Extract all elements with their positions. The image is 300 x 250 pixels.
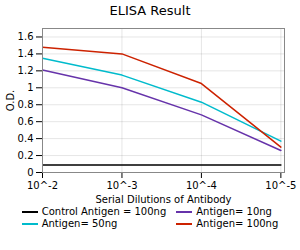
svg-text:0.8: 0.8 (18, 99, 34, 110)
svg-text:0.4: 0.4 (18, 133, 34, 144)
html-text:Antigen= 100ng: Antigen= 100ng (196, 218, 279, 229)
svg-text:0.6: 0.6 (18, 116, 34, 127)
svg-text:10^-2: 10^-2 (27, 180, 58, 191)
svg-text:1.2: 1.2 (18, 65, 34, 76)
svg-text:1: 1 (27, 82, 33, 93)
svg-text:0.2: 0.2 (18, 150, 34, 161)
html-text:Antigen= 10ng: Antigen= 10ng (196, 206, 272, 217)
svg-text:10^-5: 10^-5 (265, 180, 296, 191)
svg-text:1.6: 1.6 (18, 31, 34, 42)
html-text:Antigen= 50ng: Antigen= 50ng (41, 218, 118, 229)
svg-text:1.4: 1.4 (18, 48, 34, 59)
html-text:ELISA Result: ELISA Result (109, 3, 191, 18)
svg-text:10^-4: 10^-4 (186, 180, 217, 191)
svg-text:0: 0 (27, 167, 33, 178)
html-text:Control Antigen = 100ng: Control Antigen = 100ng (41, 206, 167, 217)
svg-text:O.D.: O.D. (5, 90, 16, 112)
svg-text:10^-3: 10^-3 (106, 180, 137, 191)
svg-text:Serial Dilutions of Antibody: Serial Dilutions of Antibody (95, 194, 231, 205)
